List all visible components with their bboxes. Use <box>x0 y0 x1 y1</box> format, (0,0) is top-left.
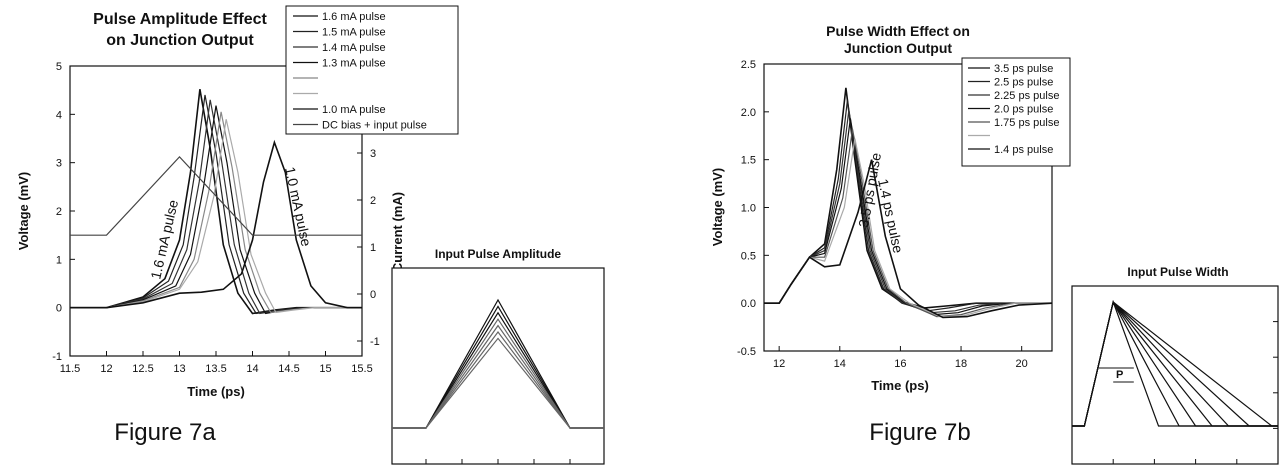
chart4-pulse-line <box>1072 300 1278 427</box>
chart1-y2-tick-label: 2 <box>370 195 376 207</box>
chart1-y-tick-label: 1 <box>56 254 62 266</box>
chart2-title: Input Pulse Amplitude <box>435 247 562 261</box>
chart1-legend-label: 1.5 mA pulse <box>322 27 386 39</box>
chart1-x-tick-label: 13.5 <box>205 363 226 375</box>
chart3-y-tick-label: 1.0 <box>741 203 756 215</box>
chart1-series-line <box>70 105 362 315</box>
chart1-series <box>70 89 362 315</box>
chart1-y-tick-label: 2 <box>56 206 62 218</box>
chart3-x-ticks: 12 14 16 18 20 <box>773 346 1028 370</box>
caption-figure-7a: Figure 7a <box>114 419 216 446</box>
chart4-plot-frame <box>1071 285 1279 465</box>
chart3-y-tick-label: 2.5 <box>741 59 756 71</box>
chart4-title: Input Pulse Width <box>1127 265 1228 279</box>
chart3-legend-label: 2.5 ps pulse <box>994 77 1053 89</box>
chart4-annotation-p: P <box>1116 369 1123 381</box>
chart1-x-tick-label: 15.5 <box>351 363 372 375</box>
chart1-x-tick-label: 14.5 <box>278 363 299 375</box>
chart3-y-axis-label: Voltage (mV) <box>710 168 725 247</box>
chart1-y-ticks: -1 0 1 2 3 4 5 <box>52 61 75 363</box>
chart1-y2-tick-label: 1 <box>370 242 376 254</box>
chart1-series-line <box>70 139 362 309</box>
chart1-series-line <box>70 156 362 236</box>
chart3-y-tick-label: 0.0 <box>741 298 756 310</box>
chart3-y-tick-label: 1.5 <box>741 155 756 167</box>
chart1-legend-label: 1.3 mA pulse <box>322 58 386 70</box>
chart3-series <box>764 87 1053 319</box>
chart1-x-tick-label: 12.5 <box>132 363 153 375</box>
chart2-pulse-line <box>392 337 604 429</box>
chart1-legend-label: 1.6 mA pulse <box>322 11 386 23</box>
chart4-series <box>1072 299 1278 464</box>
chart1-legend-label: 1.0 mA pulse <box>322 104 386 116</box>
chart1-series-line <box>70 119 362 314</box>
chart2-series <box>392 298 604 464</box>
chart3-x-tick-label: 20 <box>1016 358 1028 370</box>
chart3-x-tick-label: 18 <box>955 358 967 370</box>
chart1-x-tick-label: 11.5 <box>60 363 81 375</box>
chart3-title-line2: Junction Output <box>844 40 952 56</box>
chart1-y2-axis-label: Current (mA) <box>390 192 405 272</box>
chart3-title-line1: Pulse Width Effect on <box>826 23 970 39</box>
chart3-series-line <box>764 159 1053 319</box>
chart1-y-tick-label: 3 <box>56 158 62 170</box>
chart3-y-tick-label: 0.5 <box>741 250 756 262</box>
chart1-y-tick-label: 0 <box>56 303 62 315</box>
chart1-y-axis-label: Voltage (mV) <box>16 172 31 251</box>
chart1-x-tick-label: 15 <box>319 363 331 375</box>
input-pulse-width-chart: Input Pulse Width P <box>1071 265 1279 465</box>
caption-figure-7b: Figure 7b <box>869 419 970 446</box>
chart3-legend-label: 1.75 ps pulse <box>994 117 1059 129</box>
chart1-y2-tick-label: 0 <box>370 289 376 301</box>
chart1-x-tick-label: 12 <box>100 363 112 375</box>
chart1-annotation-1-6ma: 1.6 mA pulse <box>147 198 181 281</box>
chart1-y-tick-label: 5 <box>56 61 62 73</box>
chart3-x-tick-label: 12 <box>773 358 785 370</box>
chart1-title-line1: Pulse Amplitude Effect <box>93 11 267 28</box>
chart3-x-tick-label: 16 <box>894 358 906 370</box>
chart1-y2-tick-label: -1 <box>370 336 380 348</box>
chart1-series-line <box>70 111 362 314</box>
chart1-y-tick-label: 4 <box>56 109 62 121</box>
chart3-legend-label: 2.0 ps pulse <box>994 104 1053 116</box>
chart1-x-ticks: 11.5 12 12.5 13 13.5 14 14.5 15 15.5 <box>60 351 373 375</box>
chart3-x-axis-label: Time (ps) <box>871 378 929 393</box>
chart3-y-tick-label: -0.5 <box>737 346 756 358</box>
chart3-x-tick-label: 14 <box>834 358 846 370</box>
chart3-legend-label: 1.4 ps pulse <box>994 144 1053 156</box>
chart1-y2-ticks: -1 0 1 2 3 <box>357 148 380 348</box>
chart3-annotation-1-4ps: 1.4 ps pulse <box>875 177 906 254</box>
chart3-legend-box <box>961 57 1071 167</box>
chart2-plot-frame <box>391 267 605 465</box>
chart1-y-tick-label: -1 <box>52 351 62 363</box>
chart1-legend-label: 1.4 mA pulse <box>322 42 386 54</box>
chart3-y-ticks: -0.5 0.0 0.5 1.0 1.5 2.0 2.5 <box>737 59 769 358</box>
chart1-legend-label: DC bias + input pulse <box>322 120 427 132</box>
chart1-x-axis-label: Time (ps) <box>187 384 245 399</box>
chart3-legend-label: 3.5 ps pulse <box>994 63 1053 75</box>
chart1-legend: 1.6 mA pulse 1.5 mA pulse 1.4 mA pulse 1.3 … <box>285 5 459 135</box>
chart1-title-line2: on Junction Output <box>106 32 254 49</box>
input-pulse-amplitude-chart: Input Pulse Amplitude <box>391 247 605 465</box>
chart3-y-tick-label: 2.0 <box>741 107 756 119</box>
chart1-x-tick-label: 14 <box>246 363 258 375</box>
pulse-width-chart: Pulse Width Effect on Junction Output 12… <box>710 23 1071 393</box>
chart3-legend-label: 2.25 ps pulse <box>994 90 1059 102</box>
chart1-x-tick-label: 13 <box>173 363 185 375</box>
chart1-legend-box <box>285 5 459 135</box>
chart1-y2-tick-label: 3 <box>370 148 376 160</box>
